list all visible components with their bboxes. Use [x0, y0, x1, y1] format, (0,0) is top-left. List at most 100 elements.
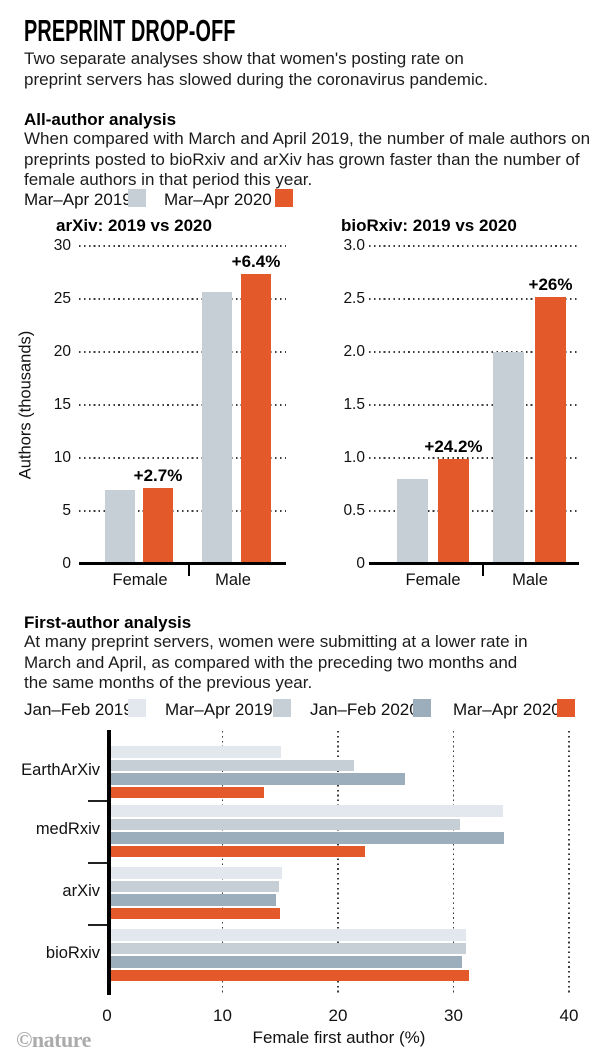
- body-line: the same months of the previous year.: [24, 673, 313, 692]
- bar: [110, 759, 354, 772]
- gridline: [369, 457, 579, 459]
- bar: [110, 867, 283, 879]
- legend-label: Jan–Feb 2019: [24, 700, 133, 719]
- first-author-description: At many preprint servers, women were sub…: [24, 632, 528, 694]
- gridline: [79, 510, 286, 512]
- legend-label: Mar–Apr 2019: [165, 700, 273, 719]
- gridline: [369, 245, 579, 247]
- y-tick-label: 20: [53, 343, 71, 360]
- y-tick-label: 0.5: [343, 502, 365, 519]
- bar-annotation: +26%: [528, 274, 573, 294]
- biorxiv-bar-chart: bioRxiv: 2019 vs 2020 0 0.5 1.0 1.5 2.0 2.5 3.…: [318, 216, 600, 599]
- body-line: When compared with March and April 2019,…: [24, 129, 591, 148]
- bar: [110, 786, 264, 799]
- subtitle-line: preprint servers has slowed during the c…: [24, 69, 488, 89]
- x-tick-label: 0: [102, 1006, 112, 1025]
- first-author-horizontal-bar-chart: Female first author (%) 0 10 20 30 40 EarthAr…: [0, 726, 600, 1064]
- bar: [110, 818, 460, 831]
- legend-swatch: [273, 699, 291, 717]
- bar: [105, 489, 135, 564]
- bar: [143, 487, 173, 564]
- all-author-heading: All-author analysis: [24, 110, 177, 129]
- gridline: [221, 731, 224, 995]
- y-tick-label: 3.0: [343, 237, 365, 254]
- y-tick-label: 15: [53, 396, 71, 413]
- x-axis: [369, 561, 579, 565]
- legend-swatch: [557, 699, 575, 717]
- arxiv-bar-chart: arXiv: 2019 vs 2020 0 5 10 15 20 25 30 Female Ma…: [24, 216, 304, 599]
- legend-label: Mar–Apr 2020: [453, 700, 561, 719]
- body-line: female authors in that period this year.: [24, 170, 313, 189]
- bar: [110, 969, 470, 982]
- legend-swatch: [413, 699, 431, 717]
- x-tick-label: 10: [213, 1006, 232, 1025]
- y-tick-label: 25: [53, 290, 71, 307]
- subtitle-line: Two separate analyses show that women's …: [24, 49, 464, 68]
- bar: [397, 479, 428, 564]
- bar: [110, 880, 279, 893]
- y-axis-title: Authors (thousands): [16, 330, 35, 480]
- bar: [493, 352, 524, 564]
- y-tick-label: 10: [53, 449, 71, 466]
- gridline: [452, 731, 455, 995]
- gridline: [79, 351, 286, 353]
- gridline: [337, 731, 339, 995]
- bar: [110, 845, 366, 858]
- y-tick-label: 30: [53, 237, 71, 254]
- gridline: [79, 298, 286, 300]
- x-tick-label: 20: [328, 1006, 348, 1025]
- group-separator-tick: [88, 862, 107, 864]
- chart-title: bioRxiv: 2019 vs 2020: [341, 216, 517, 235]
- y-tick-label: 2.5: [343, 290, 365, 307]
- legend-label: Jan–Feb 2020: [310, 700, 419, 719]
- bar-annotation: +6.4%: [231, 251, 281, 271]
- gridline: [79, 245, 286, 247]
- y-tick-label: 0: [62, 555, 71, 572]
- x-category-label: Female: [405, 571, 461, 589]
- group-separator-tick: [88, 800, 107, 802]
- all-author-description: When compared with March and April 2019,…: [24, 129, 590, 191]
- gridline: [568, 731, 570, 995]
- y-tick-label: 2.0: [343, 343, 365, 360]
- bar: [438, 459, 469, 564]
- gridline: [79, 457, 286, 459]
- nature-wordmark: ©nature: [16, 1027, 91, 1052]
- bar-annotation: +24.2%: [424, 437, 483, 457]
- bar: [535, 296, 566, 564]
- y-category-label: EarthArXiv: [21, 761, 100, 779]
- gridline: [369, 351, 579, 353]
- legend-label: Mar–Apr 2020: [164, 190, 272, 209]
- bar: [241, 273, 271, 564]
- bar: [110, 907, 280, 920]
- bar: [110, 832, 504, 844]
- y-axis: [107, 730, 111, 995]
- gridline: [369, 510, 579, 512]
- first-author-legend: Jan–Feb 2019 Mar–Apr 2019 Jan–Feb 2020 Mar–…: [0, 699, 600, 720]
- x-category-label: Male: [512, 571, 548, 589]
- all-author-legend: Mar–Apr 2019 Mar–Apr 2020: [0, 189, 600, 210]
- x-category-label: Female: [112, 571, 168, 589]
- y-tick-label: 1.5: [343, 396, 365, 413]
- body-line: At many preprint servers, women were sub…: [24, 632, 528, 651]
- page-title: PREPRINT DROP-OFF: [24, 13, 236, 48]
- body-line: March and April, as compared with the pr…: [24, 652, 518, 672]
- y-category-label: medRxiv: [35, 820, 100, 838]
- legend-swatch: [275, 189, 293, 207]
- chart-title: arXiv: 2019 vs 2020: [56, 216, 212, 235]
- bar: [110, 956, 463, 968]
- group-separator-tick: [88, 924, 107, 926]
- gridline: [79, 404, 286, 406]
- x-tick-label: 30: [444, 1006, 463, 1025]
- x-axis-title: Female first author (%): [252, 1028, 426, 1047]
- bar: [110, 805, 503, 817]
- y-category-label: arXiv: [62, 882, 100, 900]
- subtitle: Two separate analyses show that women's …: [24, 49, 488, 90]
- gridline: [369, 404, 579, 406]
- body-line: preprints posted to bioRxiv and arXiv ha…: [24, 149, 580, 169]
- bar: [202, 291, 232, 564]
- y-category-label: bioRxiv: [45, 944, 100, 962]
- bar: [110, 746, 281, 758]
- y-tick-label: 1.0: [343, 449, 365, 466]
- x-axis: [79, 561, 286, 565]
